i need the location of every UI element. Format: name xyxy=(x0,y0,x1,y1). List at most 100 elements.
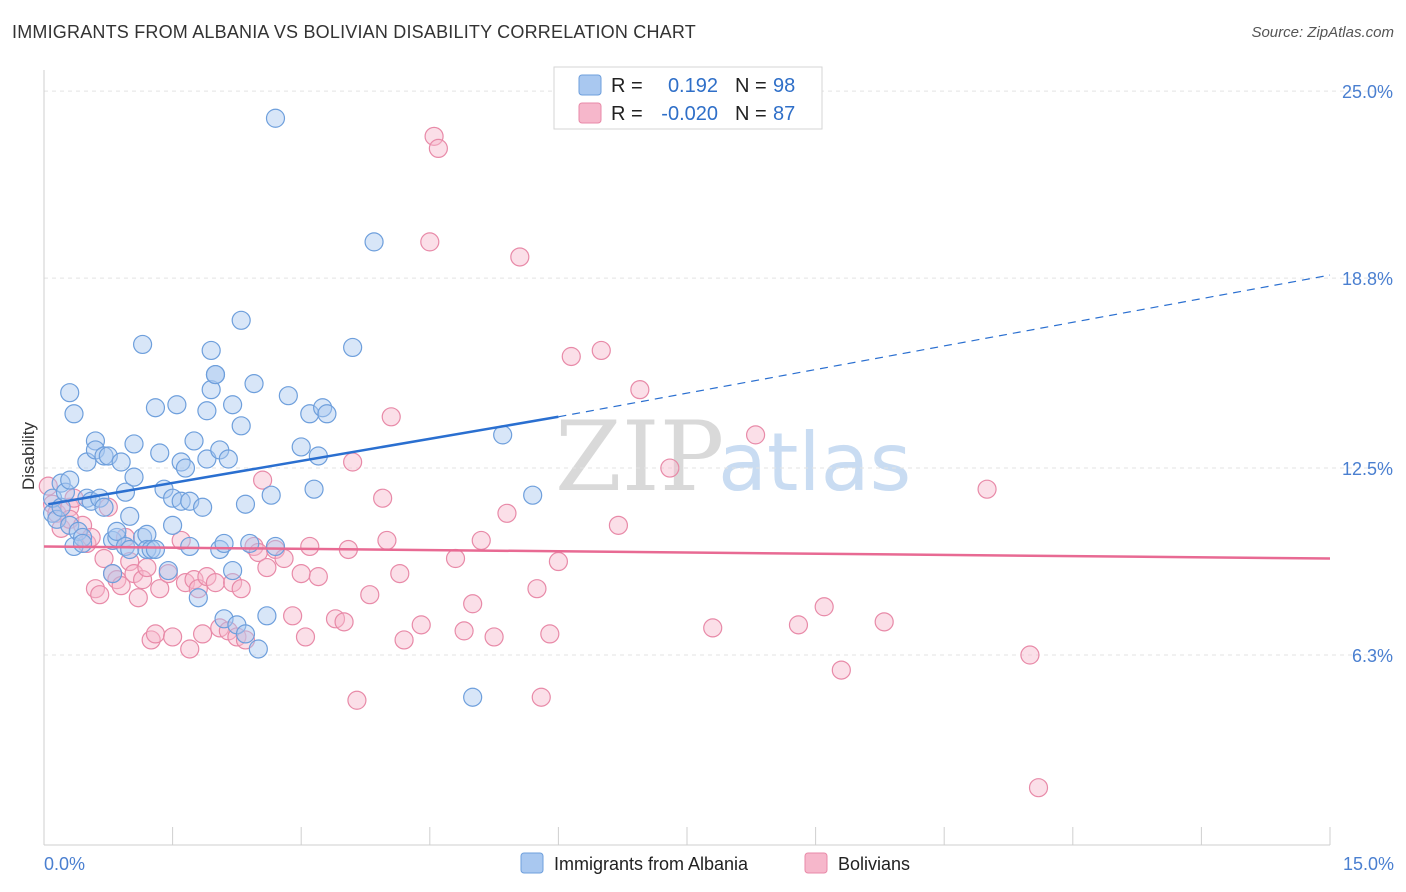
albania-point xyxy=(201,380,221,400)
legend-swatch-pink xyxy=(578,102,602,124)
legend-r-value-pink: -0.020 xyxy=(661,103,718,125)
bolivians-point xyxy=(424,126,444,146)
chart-title: IMMIGRANTS FROM ALBANIA VS BOLIVIAN DISA… xyxy=(12,22,696,42)
albania-point xyxy=(317,404,337,424)
y-tick-label: 25.0% xyxy=(1342,82,1393,102)
bottom-legend-swatch-bolivians xyxy=(804,852,828,874)
albania-point xyxy=(291,437,311,457)
bolivians-point xyxy=(394,630,414,650)
bolivians-point xyxy=(831,660,851,680)
trend-lines xyxy=(43,274,1331,560)
bolivians-point xyxy=(253,470,273,490)
y-tick-label: 12.5% xyxy=(1342,459,1393,479)
albania-point xyxy=(60,470,80,490)
y-tick-labels: 6.3% 12.5% 18.8% 25.0% xyxy=(1342,82,1393,666)
albania-trend-line xyxy=(48,415,559,506)
albania-point xyxy=(523,485,543,505)
bolivians-point xyxy=(411,615,431,635)
bolivians-point xyxy=(300,536,320,557)
legend-r-label-pink: R = xyxy=(611,103,643,125)
series-legend: Immigrants from Albania Bolivians xyxy=(520,852,910,874)
albania-point xyxy=(124,467,144,487)
bottom-legend-label-bolivians: Bolivians xyxy=(838,854,910,874)
bolivians-point xyxy=(360,585,380,605)
bolivians-point xyxy=(527,579,547,599)
albania-point xyxy=(193,497,213,517)
bolivians-point xyxy=(745,425,766,445)
bolivians-point xyxy=(703,618,723,638)
albania-point xyxy=(184,431,204,451)
bolivians-point xyxy=(1020,645,1040,665)
albania-point xyxy=(64,404,84,424)
bolivians-point xyxy=(548,551,569,572)
albania-point xyxy=(197,401,217,421)
albania-point xyxy=(223,395,243,415)
bolivians-point xyxy=(180,639,200,659)
bolivians-trend-line xyxy=(43,545,1331,560)
bolivians-point xyxy=(390,563,410,584)
bottom-legend-label-albania: Immigrants from Albania xyxy=(554,854,749,874)
bolivians-point xyxy=(420,232,440,252)
albania-point xyxy=(235,624,256,644)
albania-point xyxy=(265,536,286,557)
albania-point xyxy=(205,364,226,385)
albania-point xyxy=(231,416,251,436)
bolivians-point xyxy=(561,346,581,367)
albania-trend-extension xyxy=(558,274,1331,418)
albania-point xyxy=(218,449,238,469)
albania-point xyxy=(124,434,144,454)
albania-point xyxy=(188,588,208,608)
albania-point xyxy=(163,515,183,535)
albania-point xyxy=(244,374,264,394)
bolivians-point xyxy=(291,563,311,584)
bolivians-point xyxy=(445,548,466,569)
bolivians-point xyxy=(471,530,491,551)
bolivians-point xyxy=(608,515,629,535)
albania-point xyxy=(261,485,281,505)
albania-point xyxy=(132,334,153,355)
albania-point xyxy=(364,232,384,252)
albania-point xyxy=(94,497,114,517)
bolivians-point xyxy=(381,407,401,427)
bolivians-point xyxy=(150,579,170,599)
albania-point xyxy=(145,539,166,560)
bolivians-point xyxy=(591,340,611,361)
albania-point xyxy=(102,563,123,584)
bolivians-point xyxy=(377,530,397,551)
grid-lines xyxy=(44,90,1385,656)
bolivians-point xyxy=(90,585,110,605)
albania-point xyxy=(145,398,166,418)
y-tick-label: 18.8% xyxy=(1342,269,1393,289)
albania-point xyxy=(94,446,114,466)
bolivians-point xyxy=(1028,778,1049,798)
watermark-atlas: atlas xyxy=(718,416,911,509)
x-ticks xyxy=(172,827,1331,845)
bolivians-point xyxy=(428,138,448,159)
bolivians-point xyxy=(347,690,367,710)
albania-point xyxy=(72,533,93,554)
bolivians-point xyxy=(163,627,183,647)
legend-n-value-pink: 87 xyxy=(773,103,795,125)
bolivians-point xyxy=(660,458,680,478)
albania-point xyxy=(107,521,127,541)
correlation-legend: R = 0.192 N = 98 R = -0.020 N = 87 xyxy=(553,66,823,130)
albania-point xyxy=(141,539,161,560)
albania-point xyxy=(167,395,187,415)
bolivians-point xyxy=(484,627,504,647)
albania-point xyxy=(304,479,324,499)
y-axis-label: Disability xyxy=(19,421,38,490)
bolivians-point xyxy=(132,570,153,590)
albania-point xyxy=(111,452,131,472)
albania-point xyxy=(223,560,243,581)
legend-n-label-blue: N = xyxy=(735,75,767,97)
bolivians-point xyxy=(334,612,354,632)
bolivians-point xyxy=(540,624,560,644)
bolivians-point xyxy=(193,624,213,644)
legend-n-value-blue: 98 xyxy=(773,75,795,97)
bolivians-point xyxy=(510,247,530,267)
y-tick-label: 6.3% xyxy=(1352,646,1393,666)
bolivians-point xyxy=(257,557,277,578)
albania-point xyxy=(120,506,140,526)
bolivians-point xyxy=(343,452,363,472)
